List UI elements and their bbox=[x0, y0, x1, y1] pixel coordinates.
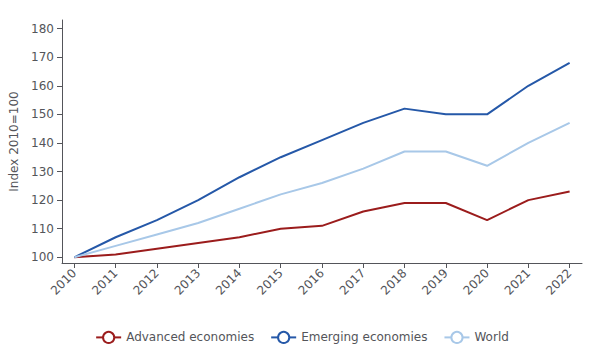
svg-text:2014: 2014 bbox=[213, 266, 244, 297]
svg-text:160: 160 bbox=[31, 79, 54, 93]
svg-text:110: 110 bbox=[31, 222, 54, 236]
svg-text:100: 100 bbox=[31, 250, 54, 264]
svg-text:2016: 2016 bbox=[295, 266, 326, 297]
svg-text:2019: 2019 bbox=[419, 266, 450, 297]
svg-text:Index 2010=100: Index 2010=100 bbox=[7, 91, 21, 191]
svg-text:2012: 2012 bbox=[130, 266, 161, 297]
svg-text:150: 150 bbox=[31, 107, 54, 121]
svg-text:2013: 2013 bbox=[172, 266, 203, 297]
svg-text:2020: 2020 bbox=[461, 266, 492, 297]
svg-text:2021: 2021 bbox=[502, 266, 533, 297]
svg-text:180: 180 bbox=[31, 22, 54, 36]
svg-text:170: 170 bbox=[31, 50, 54, 64]
svg-text:2022: 2022 bbox=[543, 266, 574, 297]
svg-text:2018: 2018 bbox=[378, 266, 409, 297]
svg-text:120: 120 bbox=[31, 193, 54, 207]
svg-text:130: 130 bbox=[31, 165, 54, 179]
svg-text:2011: 2011 bbox=[89, 266, 120, 297]
svg-text:2010: 2010 bbox=[48, 266, 79, 297]
svg-text:World: World bbox=[474, 330, 508, 344]
svg-text:Advanced economies: Advanced economies bbox=[126, 330, 254, 344]
svg-text:2015: 2015 bbox=[254, 266, 285, 297]
svg-text:2017: 2017 bbox=[337, 266, 368, 297]
svg-text:140: 140 bbox=[31, 136, 54, 150]
svg-text:Emerging economies: Emerging economies bbox=[301, 330, 427, 344]
